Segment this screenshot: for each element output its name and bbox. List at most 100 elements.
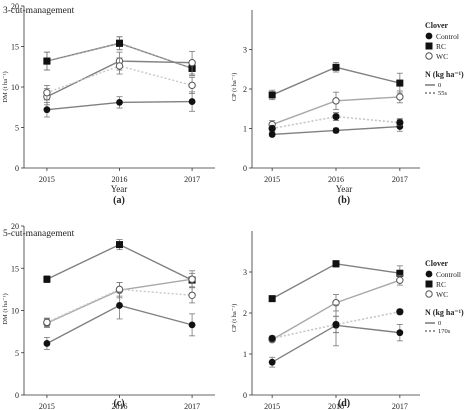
panel-c-x-tick-label: 2015: [39, 402, 55, 410]
panel-a-data-point: [43, 57, 51, 65]
panel-c-data-point: [188, 275, 196, 283]
panel-d-y-tick-label: 3: [243, 268, 247, 277]
panel-b-data-point: [332, 113, 340, 121]
panel-d-y-tick-label: 0: [243, 391, 247, 400]
panel-b-data-point: [268, 131, 276, 138]
panel-d-legend-marker: [425, 290, 433, 298]
panel-d-x-tick-label: 2016: [328, 402, 344, 410]
panel-d-legend-title: Clover: [425, 259, 449, 268]
panel-c-title: 5-cut-management: [3, 229, 75, 239]
panel-c-data-point: [116, 302, 123, 309]
panel-a-ylabel: DM (t ha⁻¹): [2, 71, 9, 102]
panel-d-legend-item: Controll: [436, 270, 461, 279]
panel-d-data-point: [396, 308, 404, 316]
panel-c: 5-cut-management DM (t ha⁻¹) (c) 0 5 10 15 2…: [2, 222, 215, 410]
panel-b-y-tick-label: 1: [243, 125, 247, 134]
panel-d-x-tick-label: 2015: [264, 402, 280, 410]
panel-d-data-point: [332, 260, 340, 268]
panel-b-data-point: [268, 125, 276, 132]
panel-c-data-point: [43, 318, 51, 327]
panel-a-data-point: [115, 62, 124, 70]
panel-a-data-point: [188, 59, 196, 67]
panel-a-x-tick-label: 2016: [112, 175, 128, 184]
panel-b-data-point: [396, 119, 404, 126]
panel-b-data-point: [332, 63, 340, 71]
panel-b-legend-n-item: 55s: [438, 90, 448, 97]
panel-b-caption: (b): [338, 195, 350, 206]
panel-c-y-tick-label: 10: [11, 307, 19, 316]
panel-a-x-tick-label: 2015: [39, 175, 55, 184]
panel-b-legend-marker: [425, 52, 433, 60]
panel-b-legend-n-item: 0: [438, 82, 441, 89]
panel-b-legend-marker: [425, 32, 433, 40]
panel-a: 3-cut-management DM (t ha⁻¹) Year (a) 0 5…: [2, 2, 215, 206]
panel-c-y-tick-label: 20: [11, 222, 19, 231]
panel-d-x-tick-label: 2017: [392, 402, 408, 410]
panel-b-x-tick-label: 2015: [264, 175, 280, 184]
panel-a-x-tick-label: 2017: [184, 175, 200, 184]
panel-d-legend-item: WC: [436, 290, 448, 299]
panel-c-series-line: [46, 288, 193, 323]
panel-b-data-point: [332, 97, 340, 105]
panel-b-data-point: [332, 127, 340, 134]
panel-b-legend-item: Control: [436, 32, 459, 41]
panel-a-caption: (a): [113, 195, 125, 206]
panel-d-legend-item: RC: [436, 280, 446, 289]
panel-c-x-tick-label: 2016: [112, 402, 128, 410]
panel-a-y-tick-label: 10: [11, 83, 19, 92]
panel-a-y-tick-label: 5: [15, 124, 19, 133]
panel-a-data-point: [43, 88, 51, 97]
panel-b-y-tick-label: 2: [243, 85, 247, 94]
panel-a-data-point: [116, 98, 123, 106]
panel-a-data-point: [116, 39, 123, 47]
panel-d-ylabel: CP (t ha⁻¹): [231, 304, 238, 333]
panel-d-series-line: [271, 263, 400, 300]
panel-d-legend-marker: [425, 270, 433, 278]
panel-b-xlabel: Year: [336, 184, 353, 194]
panel-a-data-point: [43, 106, 51, 114]
panel-a-data-point: [188, 98, 196, 105]
panel-d-data-point: [396, 269, 404, 277]
panel-b: CP (t ha⁻¹) Year (b) 0 1 2 3 2015 2016 2017 Clo…: [231, 10, 464, 206]
panel-d-caption: (d): [338, 398, 350, 409]
panel-d-y-tick-label: 2: [243, 309, 247, 318]
panel-b-legend-item: RC: [436, 42, 446, 51]
panel-c-y-tick-label: 15: [11, 264, 19, 273]
panel-c-y-tick-label: 5: [15, 349, 19, 358]
panel-b-data-point: [396, 79, 404, 87]
panel-c-data-point: [116, 241, 123, 249]
panel-a-xlabel: Year: [111, 184, 128, 194]
panel-b-y-tick-label: 3: [243, 46, 247, 55]
panel-b-x-tick-label: 2017: [392, 175, 408, 184]
panel-b-data-point: [396, 93, 404, 101]
panel-a-series-line: [46, 42, 193, 70]
panel-c-data-point: [188, 291, 196, 299]
panel-b-data-point: [268, 91, 276, 99]
panel-c-data-point: [188, 321, 196, 329]
panel-d-data-point: [268, 335, 276, 342]
panel-d-legend-n-title: N (kg ha⁻¹): [425, 308, 464, 317]
panel-a-data-point: [188, 81, 196, 90]
panel-a-y-tick-label: 20: [11, 2, 19, 11]
panel-b-ylabel: CP (t ha⁻¹): [231, 73, 238, 102]
panel-d-data-point: [332, 321, 340, 328]
panel-b-legend-n-title: N (kg ha⁻¹): [425, 70, 464, 79]
panel-d-legend-n-item: 170s: [438, 328, 451, 335]
panel-d: CP (t ha⁻¹) (d) 0 1 2 3 2015 2016 2017 Clover Co…: [231, 231, 464, 410]
panel-d-data-point: [396, 276, 404, 284]
panel-b-y-tick-label: 0: [243, 164, 247, 173]
panel-d-data-point: [268, 358, 276, 366]
panel-a-y-tick-label: 0: [15, 164, 19, 173]
panel-b-legend-item: WC: [436, 52, 448, 61]
panel-a-y-tick-label: 15: [11, 43, 19, 52]
panel-d-data-point: [396, 329, 404, 337]
panel-c-y-tick-label: 0: [15, 391, 19, 400]
panel-c-x-tick-label: 2017: [184, 402, 200, 410]
panel-b-legend-title: Clover: [425, 21, 449, 30]
panel-d-y-tick-label: 1: [243, 350, 247, 359]
panel-b-x-tick-label: 2016: [328, 175, 344, 184]
panel-a-title: 3-cut-management: [3, 6, 75, 16]
panel-c-ylabel: DM (t ha⁻¹): [2, 293, 9, 324]
